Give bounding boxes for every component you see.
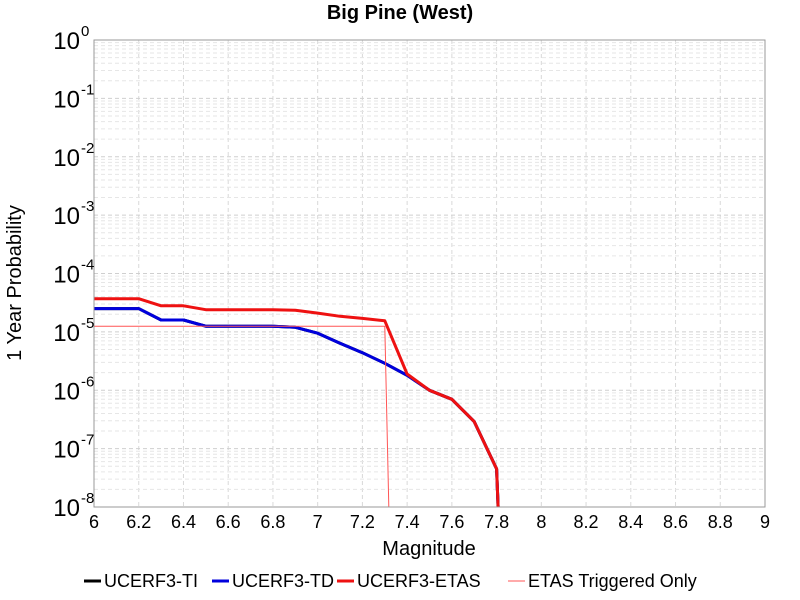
y-axis-label: 1 Year Probability <box>4 205 26 361</box>
y-tick-label: 10 <box>53 437 80 464</box>
y-tick-exponent: -6 <box>81 373 94 390</box>
series-line-2 <box>94 297 500 507</box>
y-tick-exponent: -4 <box>81 257 94 274</box>
legend-label: UCERF3-ETAS <box>357 571 481 591</box>
x-tick-label: 6.4 <box>171 512 196 532</box>
series-layer <box>94 297 500 507</box>
y-tick-label: 10 <box>53 28 80 55</box>
y-tick-exponent: -3 <box>81 198 94 215</box>
x-tick-label: 7.2 <box>350 512 375 532</box>
plot-area <box>94 40 765 507</box>
y-tick-label: 10 <box>53 262 80 289</box>
x-tick-label: 7.6 <box>439 512 464 532</box>
legend-label: ETAS Triggered Only <box>528 571 697 591</box>
x-tick-label: 6.6 <box>216 512 241 532</box>
x-tick-label: 9 <box>760 512 770 532</box>
x-tick-label: 8.8 <box>708 512 733 532</box>
y-tick-label: 10 <box>53 320 80 347</box>
plot-border <box>93 39 766 508</box>
x-axis-ticks: 6 6.2 6.4 6.6 6.8 7 7.2 7.4 7.6 7.8 8 8.2 8.4 8.6 8.8 9 <box>89 512 770 532</box>
y-tick-label: 10 <box>53 86 80 113</box>
y-tick-exponent: -1 <box>81 81 94 98</box>
legend-label: UCERF3-TD <box>232 571 334 591</box>
y-tick-label: 10 <box>53 378 80 405</box>
x-axis-label: Magnitude <box>382 538 475 560</box>
x-tick-label: 7.4 <box>395 512 420 532</box>
y-tick-exponent: -5 <box>81 315 94 332</box>
x-tick-label: 7 <box>313 512 323 532</box>
y-tick-label: 10 <box>53 203 80 230</box>
y-tick-label: 10 <box>53 495 80 522</box>
grid-lines <box>94 40 765 507</box>
legend-label: UCERF3-TI <box>104 571 198 591</box>
y-tick-exponent: -2 <box>81 140 94 157</box>
x-tick-label: 8.6 <box>663 512 688 532</box>
x-tick-label: 6 <box>89 512 99 532</box>
x-tick-label: 8.4 <box>618 512 643 532</box>
y-tick-exponent: -7 <box>81 432 94 449</box>
x-tick-label: 8.2 <box>574 512 599 532</box>
chart-title: Big Pine (West) <box>327 2 473 24</box>
x-tick-label: 6.2 <box>126 512 151 532</box>
y-tick-exponent: -8 <box>81 490 94 507</box>
x-tick-label: 7.8 <box>484 512 509 532</box>
y-tick-exponent: 0 <box>81 23 89 40</box>
x-tick-label: 6.8 <box>260 512 285 532</box>
y-tick-label: 10 <box>53 145 80 172</box>
x-tick-label: 8 <box>536 512 546 532</box>
series-line-3 <box>94 325 390 507</box>
legend: UCERF3-TI UCERF3-TD UCERF3-ETAS ETAS Trigge… <box>84 571 697 591</box>
